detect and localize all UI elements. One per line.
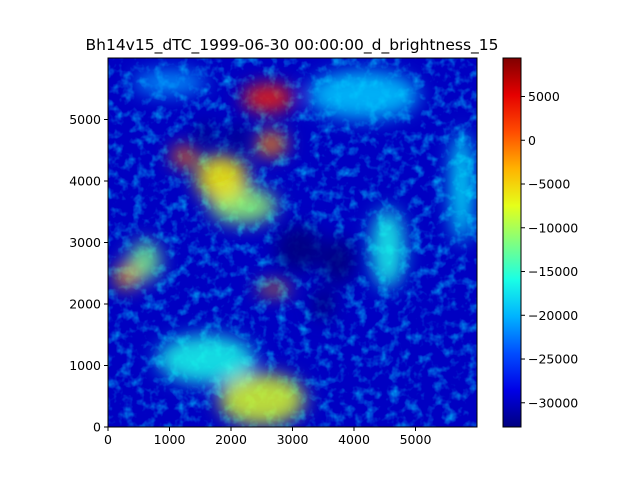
x-tick-label: 5000 — [400, 432, 432, 447]
y-tick-label: 0 — [93, 420, 101, 435]
heatmap-hotspot — [171, 145, 199, 167]
heatmap-dark-patch — [227, 122, 247, 154]
x-tick-label: 2000 — [215, 432, 247, 447]
heatmap-hotspot — [218, 373, 305, 426]
heatmap-dark-patch — [312, 288, 335, 320]
x-tick-label: 0 — [104, 432, 112, 447]
colorbar-tick-label: −15000 — [528, 264, 578, 279]
heatmap-hotspot — [157, 334, 256, 384]
heatmap-hotspot — [132, 70, 207, 95]
colorbar-scale — [502, 57, 522, 428]
y-tick-label: 2000 — [69, 297, 101, 312]
x-tick-label: 4000 — [338, 432, 370, 447]
colorbar-tick-label: 5000 — [528, 89, 560, 104]
plot-area — [108, 58, 477, 427]
y-tick-label: 1000 — [69, 358, 101, 373]
colorbar-tick-label: −10000 — [528, 220, 578, 235]
heatmap-dark-patch — [275, 225, 323, 273]
x-tick-label: 1000 — [154, 432, 186, 447]
colorbar-tick-label: −20000 — [528, 308, 578, 323]
chart-title: Bh14v15_dTC_1999-06-30 00:00:00_d_bright… — [86, 36, 499, 55]
colorbar-tick-label: −25000 — [528, 352, 578, 367]
colorbar-tick-label: 0 — [528, 133, 536, 148]
heatmap-hotspot — [256, 283, 292, 295]
heatmap-dark-patch — [195, 122, 216, 148]
heatmap-hotspot — [307, 70, 419, 120]
y-tick-label: 5000 — [69, 112, 101, 127]
colorbar: 5000 0 −5000 −10000 −15000 −20000 −25000 −30000 — [502, 57, 578, 428]
heatmap-hotspot — [242, 83, 294, 113]
x-axis: 0 1000 2000 3000 4000 5000 — [104, 427, 431, 447]
heatmap-hotspot — [254, 131, 287, 157]
colorbar-ticks: 5000 0 −5000 −10000 −15000 −20000 −25000 −30000 — [521, 89, 578, 410]
heatmap-hotspot — [370, 208, 406, 289]
heatmap-hotspot — [114, 264, 139, 289]
y-tick-label: 4000 — [69, 174, 101, 189]
heatmap-hotspot — [195, 154, 248, 202]
heatmap-dark-patch — [321, 237, 356, 285]
y-axis: 0 1000 2000 3000 4000 5000 — [69, 112, 108, 435]
colorbar-tick-label: −30000 — [528, 395, 578, 410]
x-tick-label: 3000 — [277, 432, 309, 447]
colorbar-tick-label: −5000 — [528, 177, 570, 192]
y-tick-label: 3000 — [69, 235, 101, 250]
heatmap-hotspots — [114, 70, 473, 426]
heatmap-dark-patches — [195, 122, 356, 320]
heatmap-hotspot — [450, 131, 473, 243]
